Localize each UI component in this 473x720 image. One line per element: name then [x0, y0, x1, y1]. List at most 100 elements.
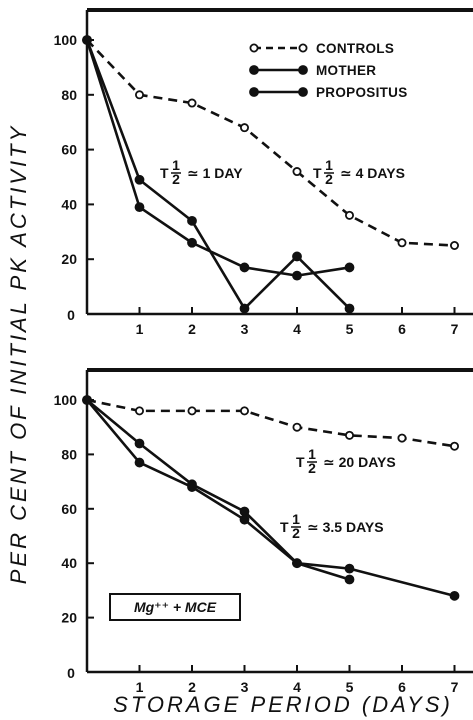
legend-marker — [298, 65, 308, 75]
x-tick-label: 5 — [346, 321, 354, 337]
legend-marker — [249, 87, 259, 97]
x-tick-label: 7 — [451, 321, 459, 337]
x-tick-label: 1 — [136, 321, 144, 337]
data-point-propositus — [449, 590, 460, 601]
data-point-mother — [134, 438, 145, 449]
annotation-fraction-num: 1 — [292, 511, 300, 527]
data-point-controls — [397, 238, 407, 248]
legend-label: MOTHER — [316, 63, 376, 78]
y-tick-label: 60 — [61, 142, 77, 158]
series-line-propositus — [85, 39, 350, 277]
annotation-symbol: T — [160, 165, 169, 181]
x-tick-label: 3 — [241, 321, 249, 337]
annotation-fraction-num: 1 — [172, 157, 180, 173]
data-point-controls — [134, 90, 144, 100]
y-tick-label: 100 — [54, 392, 78, 408]
y-axis-title: PER CENT OF INITIAL PK ACTIVITY — [6, 124, 31, 585]
annotation-text: ≃ 1 DAY — [187, 165, 243, 181]
data-point-propositus — [82, 395, 92, 405]
legend-marker — [298, 87, 308, 97]
x-tick-label: 2 — [188, 321, 196, 337]
annotation-text: ≃ 4 DAYS — [340, 165, 405, 181]
origin-label: 0 — [67, 665, 75, 681]
x-tick-label: 6 — [398, 321, 406, 337]
data-point-propositus — [134, 457, 145, 468]
y-tick-label: 80 — [61, 446, 77, 462]
series-line-mother — [86, 398, 350, 581]
legend-label: CONTROLS — [316, 41, 394, 56]
annotation-symbol: T — [296, 454, 305, 470]
annotation-text: ≃ 3.5 DAYS — [307, 519, 384, 535]
data-point-mother — [344, 303, 355, 314]
half-life-annotation: T 12 ≃ 1 DAY — [160, 157, 243, 187]
annotation-symbol: T — [280, 519, 289, 535]
half-life-annotation: T 12 ≃ 3.5 DAYS — [280, 511, 384, 541]
x-tick-label: 4 — [293, 679, 301, 695]
legend-marker — [249, 43, 259, 53]
y-tick-label: 40 — [61, 196, 77, 212]
annotation-fraction-den: 2 — [325, 171, 333, 187]
data-point-mother — [187, 215, 197, 226]
x-tick-label: 2 — [188, 679, 196, 695]
legend-marker — [249, 65, 259, 75]
data-point-controls — [239, 406, 249, 416]
legend-label: PROPOSITUS — [316, 85, 408, 100]
annotation-text: ≃ 20 DAYS — [323, 454, 396, 470]
data-point-mother — [239, 303, 250, 314]
data-point-mother — [134, 174, 145, 185]
data-point-propositus — [82, 35, 92, 45]
data-point-mother — [344, 574, 355, 585]
x-axis-title: STORAGE PERIOD (DAYS) — [113, 692, 453, 717]
data-point-propositus — [187, 482, 197, 492]
data-point-controls — [187, 98, 197, 108]
y-tick-label: 80 — [61, 87, 77, 103]
y-tick-label: 60 — [61, 501, 77, 517]
data-point-propositus — [344, 563, 355, 574]
data-point-propositus — [239, 514, 250, 525]
data-point-controls — [449, 441, 459, 451]
half-life-annotation: T 12 ≃ 20 DAYS — [296, 446, 396, 476]
data-point-controls — [292, 422, 302, 432]
data-point-propositus — [292, 270, 302, 281]
x-tick-label: 5 — [346, 679, 354, 695]
annotation-fraction-den: 2 — [292, 525, 300, 541]
x-tick-label: 7 — [451, 679, 459, 695]
annotation-fraction-num: 1 — [325, 157, 333, 173]
x-tick-label: 1 — [136, 679, 144, 695]
annotation-fraction-den: 2 — [172, 171, 180, 187]
data-point-propositus — [134, 202, 145, 213]
data-point-controls — [397, 433, 407, 443]
data-point-controls — [344, 210, 354, 220]
y-tick-label: 100 — [54, 32, 78, 48]
series-line-controls — [86, 398, 455, 448]
inset-label-box — [109, 593, 241, 621]
annotation-fraction-den: 2 — [308, 460, 316, 476]
data-point-propositus — [187, 237, 197, 248]
data-point-mother — [239, 506, 250, 517]
data-point-propositus — [239, 262, 250, 273]
series-line-propositus — [86, 399, 455, 598]
data-point-controls — [344, 430, 354, 440]
data-point-controls — [187, 406, 197, 416]
y-tick-label: 20 — [61, 610, 77, 626]
y-tick-label: 40 — [61, 555, 77, 571]
x-tick-label: 3 — [241, 679, 249, 695]
data-point-propositus — [292, 558, 302, 569]
data-point-controls — [449, 240, 459, 250]
data-point-propositus — [344, 262, 355, 273]
data-point-mother — [292, 251, 302, 262]
series-line-mother — [85, 39, 351, 310]
data-point-controls — [292, 167, 302, 177]
data-point-controls — [239, 123, 249, 133]
half-life-annotation: T 12 ≃ 4 DAYS — [313, 157, 405, 187]
x-tick-label: 6 — [398, 679, 406, 695]
data-point-controls — [134, 406, 144, 416]
inset-label: Mg⁺⁺ + MCE — [134, 599, 217, 615]
x-tick-label: 4 — [293, 321, 301, 337]
origin-label: 0 — [67, 307, 75, 323]
y-tick-label: 20 — [61, 251, 77, 267]
annotation-fraction-num: 1 — [308, 446, 316, 462]
